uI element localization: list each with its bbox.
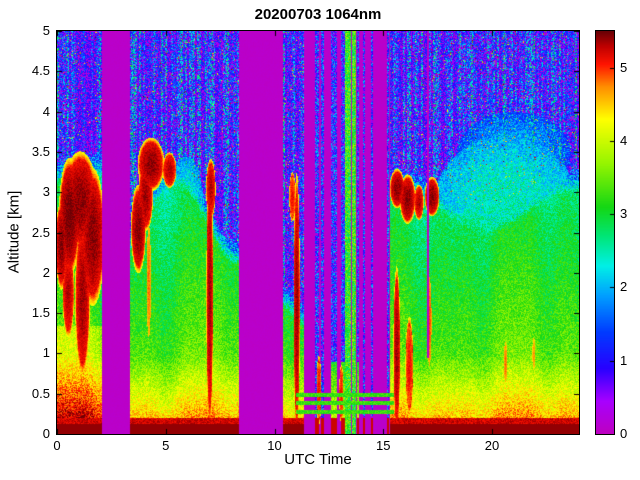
x-tick-label: 5 bbox=[162, 438, 170, 453]
colorbar bbox=[595, 30, 615, 435]
y-tick-label: 1 bbox=[42, 345, 50, 361]
colorbar-tick-label: 5 bbox=[620, 59, 628, 75]
y-tick-label: 0 bbox=[42, 426, 50, 441]
y-tick-label: 3 bbox=[42, 184, 50, 200]
y-tick-label: 2 bbox=[42, 264, 50, 280]
y-axis-label: Altitude [km] bbox=[5, 190, 23, 274]
colorbar-tick-label: 3 bbox=[620, 206, 628, 222]
y-tick-label: 4 bbox=[42, 103, 50, 119]
colorbar-tick-label: 1 bbox=[620, 352, 628, 368]
colorbar-tick-label: 4 bbox=[620, 132, 628, 148]
x-tick-label: 0 bbox=[53, 438, 61, 453]
y-tick-label: 0.5 bbox=[31, 385, 50, 401]
colorbar-canvas bbox=[596, 31, 614, 434]
x-tick-label: 20 bbox=[484, 438, 500, 453]
x-tick-label: 10 bbox=[267, 438, 282, 453]
plot-area bbox=[56, 30, 580, 435]
heatmap-canvas bbox=[57, 31, 579, 434]
colorbar-tick-label: 2 bbox=[620, 279, 628, 295]
y-tick-label: 1.5 bbox=[31, 305, 50, 321]
y-tick-label: 5 bbox=[42, 23, 50, 38]
x-axis-label: UTC Time bbox=[284, 451, 352, 468]
y-tick-label: 3.5 bbox=[31, 143, 50, 159]
y-tick-label: 2.5 bbox=[31, 224, 50, 240]
colorbar-tick-label: 0 bbox=[620, 426, 628, 441]
y-tick-label: 4.5 bbox=[31, 63, 50, 79]
chart-title: 20200703 1064nm bbox=[254, 6, 382, 23]
x-tick-label: 15 bbox=[376, 438, 391, 453]
